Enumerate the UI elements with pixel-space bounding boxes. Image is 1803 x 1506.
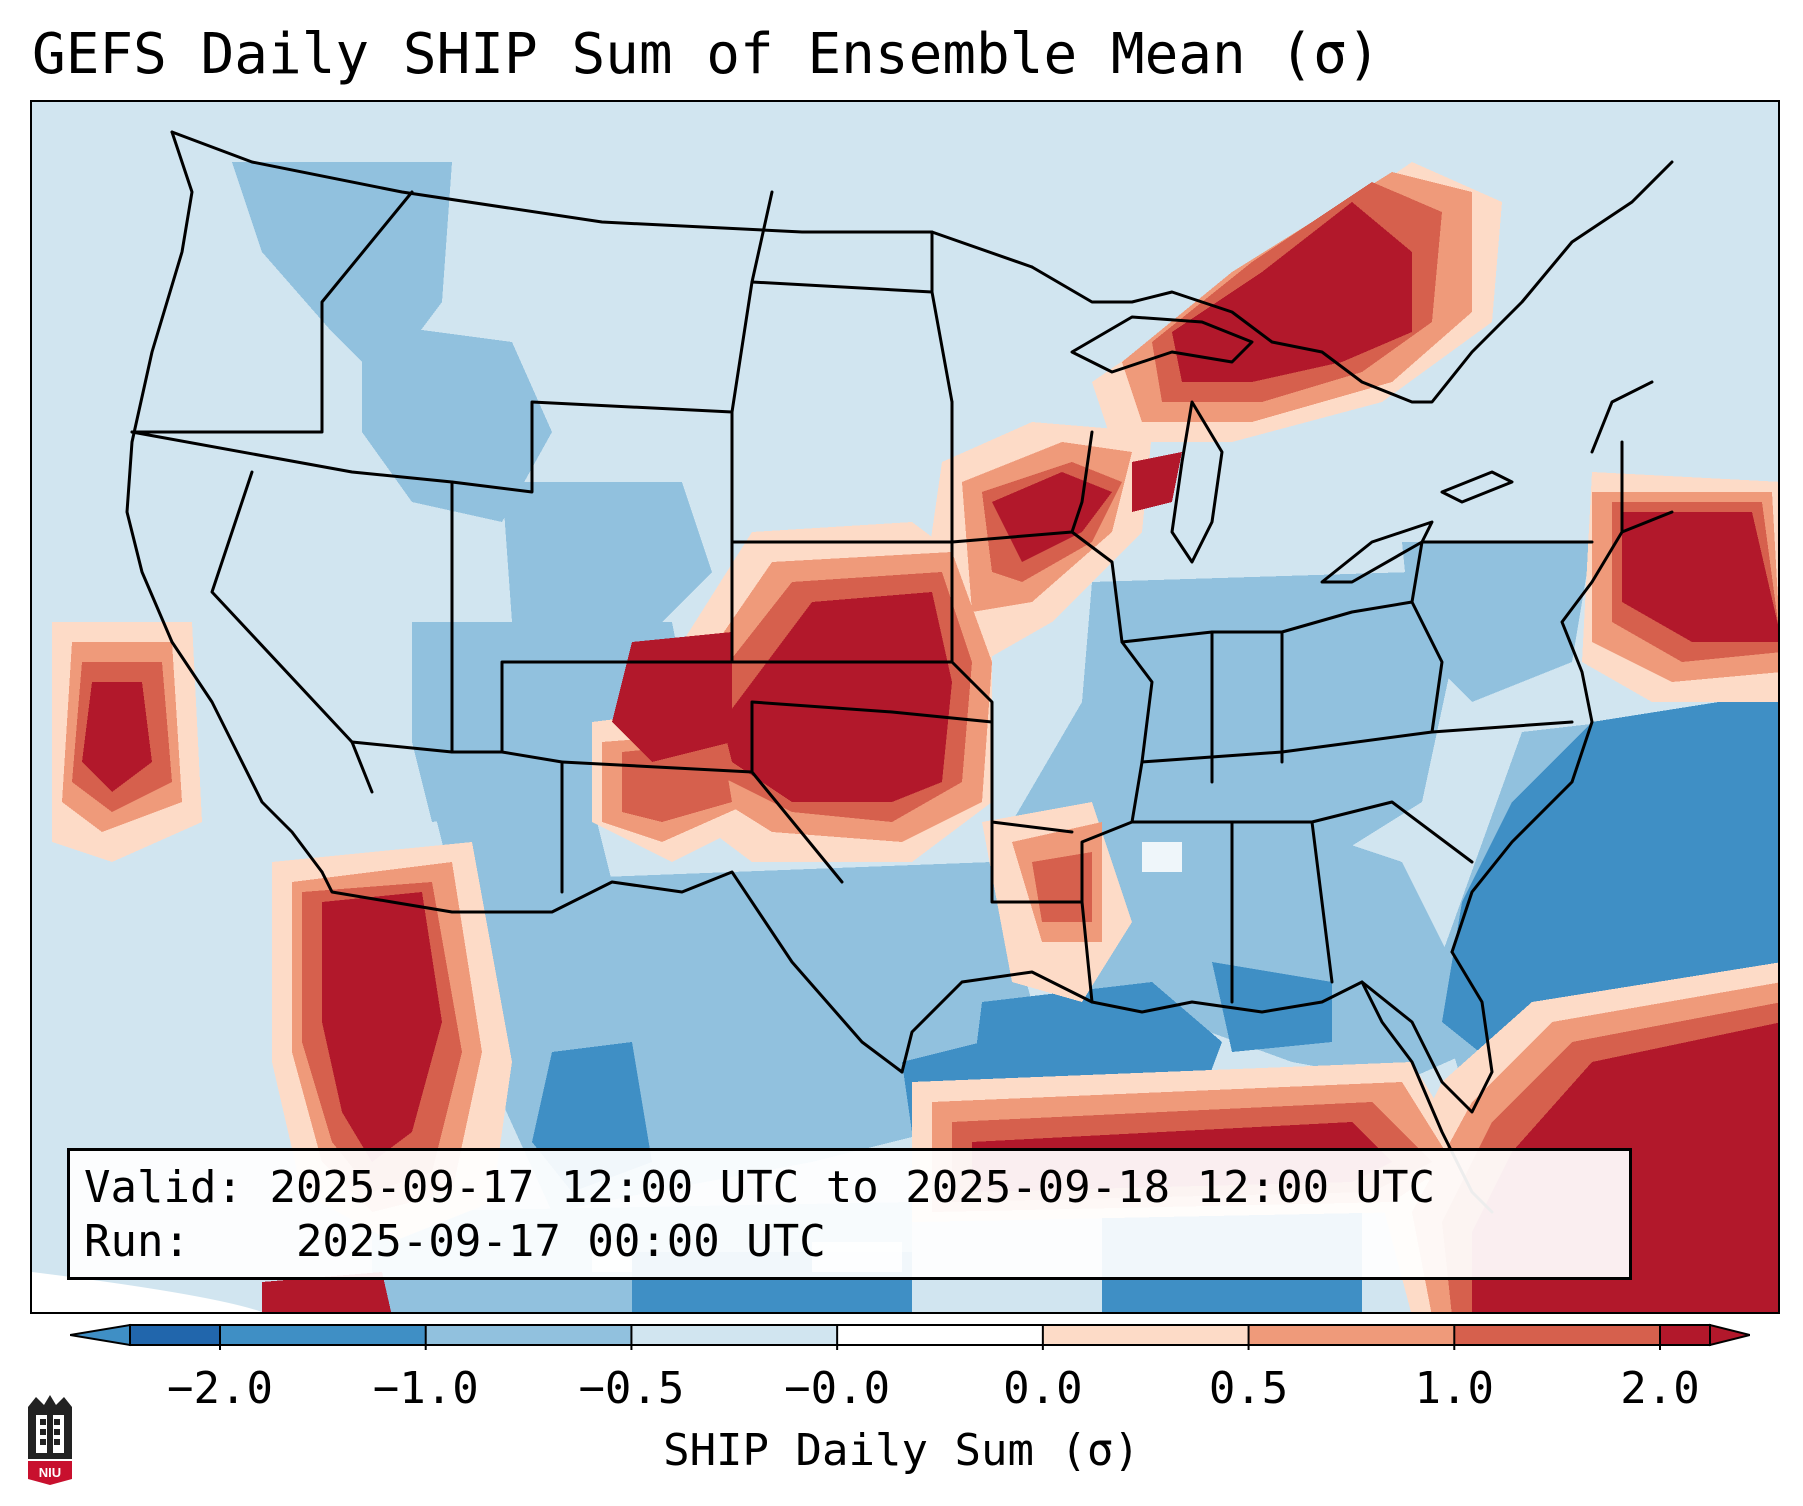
colorbar-tick-label: 0.0 (1003, 1363, 1083, 1414)
colorbar-segment (1042, 1325, 1249, 1345)
colorbar-tick-label: −0.5 (578, 1363, 685, 1414)
domain-edge-left (32, 1272, 262, 1312)
colorbar-tick-label: −0.0 (784, 1363, 891, 1414)
map-canvas (32, 102, 1778, 1312)
colorbar-segment (220, 1325, 426, 1345)
colorbar-segment (837, 1325, 1043, 1345)
colorbar-outline (129, 1324, 1711, 1346)
colorbar-segment (425, 1325, 632, 1345)
colorbar-extend-low (70, 1323, 131, 1347)
colorbar-extend-high (1709, 1323, 1750, 1347)
colorbar-tick-label: 0.5 (1208, 1363, 1289, 1414)
map-frame (30, 100, 1780, 1314)
colorbar-segment (1660, 1325, 1710, 1345)
map-title: GEFS Daily SHIP Sum of Ensemble Mean (σ) (32, 22, 1381, 87)
colorbar-segment (1248, 1325, 1455, 1345)
valid-value: 2025-09-17 12:00 UTC to 2025-09-18 12:00… (269, 1162, 1436, 1213)
colorbar-tick-label: −2.0 (167, 1363, 273, 1414)
colorbar (70, 1323, 1750, 1350)
logo-text: NIU (39, 1465, 61, 1480)
colorbar-segment (631, 1325, 838, 1345)
colorbar-label: SHIP Daily Sum (σ) (663, 1425, 1140, 1476)
colorbar-segment (1454, 1325, 1660, 1345)
colorbar-segment (130, 1325, 220, 1345)
colorbar-tick-label: −1.0 (372, 1363, 479, 1414)
valid-time-box: Valid: 2025-09-17 12:00 UTC to 2025-09-1… (67, 1148, 1632, 1280)
map-borders (125, 130, 1674, 1214)
valid-line: Valid: 2025-09-17 12:00 UTC to 2025-09-1… (84, 1161, 1615, 1215)
run-line: Run: 2025-09-17 00:00 UTC (84, 1215, 1615, 1269)
run-value: 2025-09-17 00:00 UTC (295, 1216, 826, 1267)
run-label: Run: (84, 1216, 190, 1267)
colorbar-ticks (219, 1325, 1661, 1350)
colorbar-segments (70, 1323, 1750, 1347)
colorbar-tick-label: 2.0 (1620, 1363, 1700, 1414)
valid-label: Valid: (84, 1162, 243, 1213)
niu-logo-icon: NIU (28, 1395, 72, 1485)
colorbar-tick-label: 1.0 (1414, 1363, 1495, 1414)
